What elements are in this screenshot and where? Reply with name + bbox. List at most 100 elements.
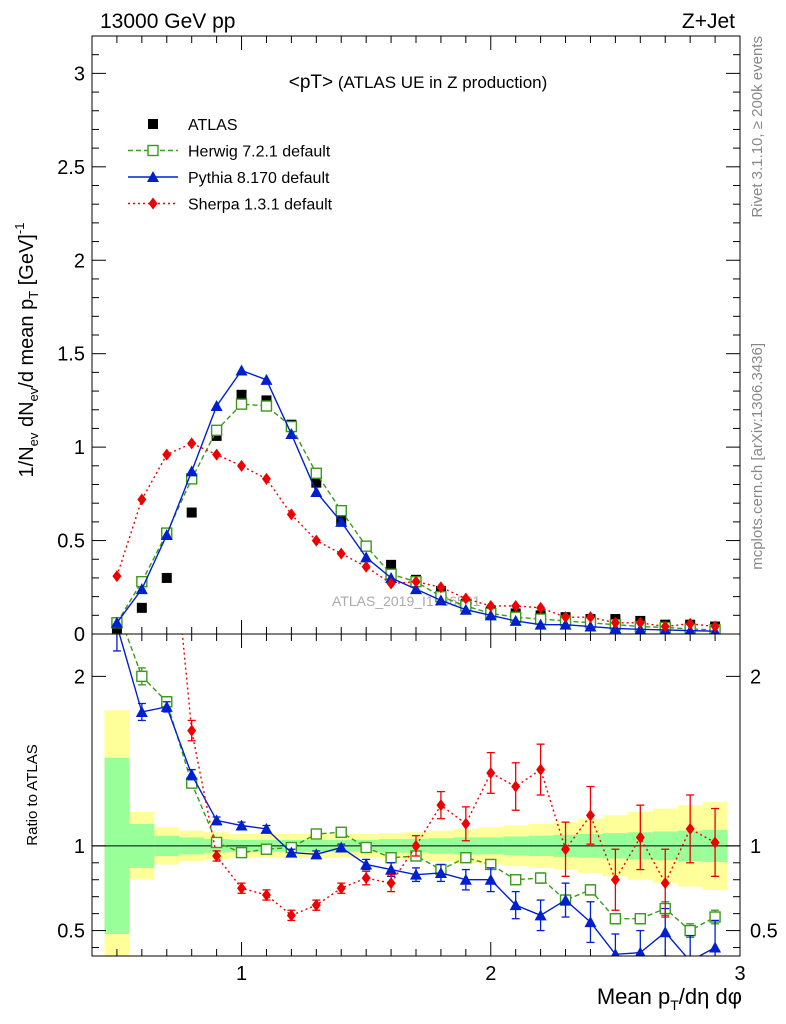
ratio-point — [210, 836, 223, 849]
data-point — [585, 611, 595, 624]
data-point — [161, 572, 172, 583]
ratio-y-tick-label: 0.5 — [57, 921, 85, 943]
ratio-y-tick-label: 1 — [750, 836, 761, 858]
ratio-point — [534, 909, 547, 921]
data-point — [135, 583, 148, 595]
ratio-point — [689, 955, 691, 956]
x-tick-label: 3 — [734, 963, 745, 985]
ratio-point — [185, 768, 198, 780]
ratio-point — [187, 724, 197, 737]
legend: ATLAS Herwig 7.2.1 default Pythia 8.170 de… — [128, 117, 333, 214]
ratio-point — [410, 868, 422, 880]
data-point — [212, 448, 222, 461]
data-point — [311, 534, 321, 547]
ratio-point — [660, 877, 670, 890]
data-point — [336, 547, 346, 560]
ratio-point — [509, 899, 522, 911]
chart-title: <pT> (ATLAS UE in Z production) — [289, 72, 548, 93]
y-tick-label: 2.5 — [57, 157, 85, 179]
data-point — [185, 465, 198, 477]
data-point — [210, 400, 223, 412]
ratio-point — [237, 882, 247, 895]
legend-marker — [148, 197, 158, 210]
ratio-point — [559, 894, 572, 906]
legend-item: ATLAS — [148, 117, 238, 134]
data-point — [236, 389, 247, 400]
ratio-point — [260, 822, 273, 834]
legend-marker — [147, 171, 159, 182]
data-point — [235, 364, 248, 376]
ratio-axis-ticks: 0.5 0.5 1 1 2 2 1 2 3 — [57, 634, 778, 985]
ratio-y-tick-label: 2 — [750, 666, 761, 688]
x-tick-label: 1 — [236, 963, 247, 985]
ratio-point — [385, 852, 397, 864]
main-panel: 00.511.522.53 ATLAS_2019_I1736531 — [57, 35, 741, 646]
ratio-point — [260, 843, 273, 855]
ratio-point — [235, 846, 248, 859]
ratio-point — [685, 822, 695, 835]
ratio-point — [210, 814, 223, 826]
data-point — [710, 620, 720, 633]
y-tick-label: 1.5 — [57, 344, 85, 366]
ratio-point — [584, 884, 597, 896]
ratio-point — [610, 873, 620, 886]
ratio-point — [335, 841, 348, 853]
ratio-point — [710, 836, 720, 849]
data-point — [237, 459, 247, 472]
data-point — [162, 448, 172, 461]
ratio-y-tick-label: 1 — [74, 836, 85, 858]
data-point — [634, 623, 647, 635]
ratio-point — [611, 948, 620, 956]
ratio-point — [534, 872, 547, 884]
legend-marker — [148, 119, 158, 129]
data-point — [385, 571, 398, 583]
ratio-point — [536, 763, 546, 776]
ratio-point — [311, 899, 321, 912]
ratio-point — [460, 852, 472, 864]
y-tick-label: 2 — [74, 250, 85, 272]
data-point — [410, 583, 422, 595]
ratio-point — [285, 846, 298, 858]
data-point — [286, 508, 296, 521]
data-point — [260, 400, 273, 412]
data-point — [484, 609, 497, 621]
data-point — [386, 577, 396, 590]
data-point — [386, 559, 397, 570]
legend-marker — [147, 144, 159, 157]
data-point — [361, 560, 371, 573]
data-point — [635, 616, 645, 629]
collision-label: 13000 GeV pp — [100, 10, 235, 33]
ratio-point — [360, 858, 373, 870]
ratio-point — [684, 924, 696, 937]
ratio-point — [511, 780, 521, 793]
main-axis-ticks: 0 0.5 1 1.5 2 2.5 3 — [57, 35, 740, 646]
data-point — [136, 602, 147, 613]
legend-item: Herwig 7.2.1 default — [128, 144, 331, 161]
ratio-point — [436, 799, 446, 812]
data-point — [486, 599, 496, 612]
ratio-point — [212, 850, 222, 863]
ratio-point — [411, 839, 421, 852]
ratio-point — [486, 766, 496, 779]
y-tick-label: 3 — [74, 63, 85, 85]
data-point — [411, 575, 421, 588]
legend-label: ATLAS — [188, 117, 238, 134]
ratio-y-axis-label: Ratio to ATLAS — [24, 744, 41, 845]
data-point — [360, 540, 372, 552]
data-point — [187, 437, 197, 450]
ratio-point — [235, 819, 248, 831]
data-point — [436, 581, 446, 594]
data-point — [610, 616, 620, 629]
data-point — [110, 616, 123, 628]
main-y-axis-label: 1/Nev dNev/d mean pT [GeV]-1 — [12, 223, 41, 478]
data-point — [561, 611, 571, 624]
ratio-point — [360, 841, 372, 854]
ratio-y-tick-label: 2 — [74, 666, 85, 688]
ratio-y-tick-label: 0.5 — [750, 921, 778, 943]
data-point — [112, 570, 122, 583]
data-point — [509, 614, 522, 626]
data-point — [210, 424, 223, 437]
y-tick-label: 0.5 — [57, 531, 85, 553]
ratio-point — [634, 913, 647, 925]
data-point — [285, 428, 298, 440]
